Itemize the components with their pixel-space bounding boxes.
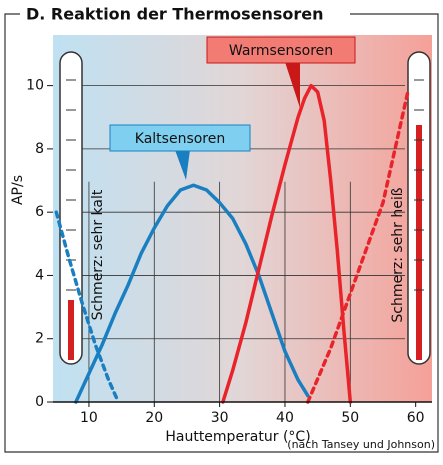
- x-tick-label: 50: [341, 410, 359, 426]
- x-tick-label: 60: [407, 410, 425, 426]
- callout-pointer: [175, 150, 190, 180]
- plot-background: [53, 35, 432, 402]
- x-tick-label: 40: [276, 410, 294, 426]
- y-tick-label: 4: [35, 267, 44, 283]
- y-tick-label: 0: [35, 394, 44, 410]
- callout-box: [109, 124, 251, 152]
- x-tick-label: 20: [145, 410, 163, 426]
- y-axis-label: AP/s: [10, 175, 26, 205]
- y-tick-label: 2: [35, 331, 44, 347]
- legend-label: Kaltsensoren: [135, 131, 225, 147]
- legend-label: Warmsensoren: [229, 43, 333, 59]
- source: (nach Tansey und Johnson): [287, 438, 435, 451]
- y-tick-label: 10: [26, 78, 44, 94]
- data-line: [221, 83, 353, 404]
- callout-pointer: [285, 62, 300, 108]
- y-tick-label: 8: [35, 141, 44, 157]
- data-line: [74, 183, 310, 404]
- x-tick-label: 10: [80, 410, 98, 426]
- data-line: [54, 210, 121, 404]
- annotation: Schmerz: sehr kalt: [90, 189, 106, 320]
- thermometer-right: [407, 51, 431, 365]
- y-tick-label: 6: [35, 204, 44, 220]
- annotation: Schmerz: sehr heiß: [390, 187, 406, 322]
- chart-title: D. Reaktion der Thermosensoren: [26, 5, 324, 24]
- frame: [4, 13, 439, 453]
- thermometer-left: [59, 51, 83, 365]
- data-line: [306, 90, 410, 404]
- x-axis-label: Hauttemperatur (°C): [165, 429, 310, 445]
- x-tick-label: 30: [211, 410, 229, 426]
- callout-box: [206, 36, 356, 64]
